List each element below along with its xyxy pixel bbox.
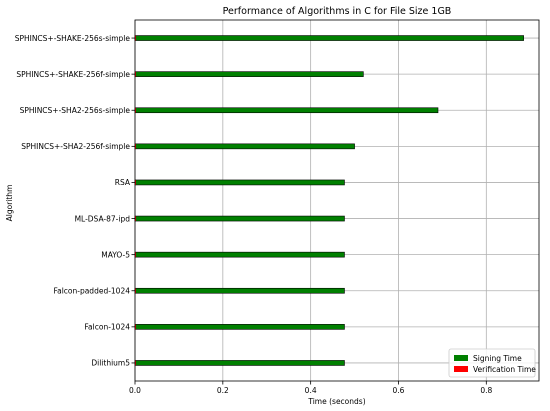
bar-verification-2 [135,107,136,113]
bar-verification-9 [135,360,136,366]
y-tick-label-5: ML-DSA-87-ipd [75,214,131,223]
legend: Signing Time Verification Time [448,348,536,378]
x-tick-label-0: 0.0 [129,386,141,395]
bar-verification-4 [135,179,136,185]
bar-verification-7 [135,288,136,294]
legend-label-0: Signing Time [473,354,522,363]
bar-verification-6 [135,252,136,258]
y-tick-label-0: SPHINCS+-SHAKE-256s-simple [15,34,131,43]
chart-title: Performance of Algorithms in C for File … [223,6,452,17]
bars [134,35,524,366]
y-tick-label-1: SPHINCS+-SHAKE-256f-simple [16,70,130,79]
x-tick-label-1: 0.2 [217,386,229,395]
x-axis-ticks: 0.0 0.2 0.4 0.6 0.8 [129,381,492,395]
x-tick-label-2: 0.4 [305,386,317,395]
y-axis-ticks: SPHINCS+-SHAKE-256s-simple SPHINCS+-SHAKE… [15,34,135,368]
x-axis-label: Time (seconds) [307,397,365,406]
y-tick-label-9: Dilithium5 [91,359,130,368]
legend-label-1: Verification Time [473,365,536,374]
bar-signing-4 [134,179,345,186]
legend-swatch-0 [454,355,468,361]
legend-box [448,348,536,378]
plot-frame [134,19,540,382]
bar-verification-5 [135,216,136,222]
y-tick-label-2: SPHINCS+-SHA2-256s-simple [20,106,131,115]
legend-swatch-1 [454,366,468,372]
bar-signing-9 [134,360,345,366]
bar-signing-0 [134,35,524,41]
y-tick-label-4: RSA [115,178,131,187]
bar-signing-7 [134,287,345,294]
bar-signing-8 [134,324,345,330]
y-tick-label-7: Falcon-padded-1024 [53,286,130,295]
bar-verification-3 [135,143,136,149]
y-tick-label-8: Falcon-1024 [84,323,130,332]
y-tick-label-6: MAYO-5 [101,250,130,259]
bar-signing-6 [134,251,345,258]
y-tick-label-3: SPHINCS+-SHA2-256f-simple [21,142,130,151]
y-axis-label: Algorithm [5,185,14,222]
bar-verification-0 [135,35,136,41]
bar-signing-2 [134,107,439,114]
bar-signing-3 [134,143,355,150]
bar-verification-1 [135,71,136,77]
x-tick-label-3: 0.6 [393,386,405,395]
bar-verification-8 [135,324,136,330]
x-tick-label-4: 0.8 [480,386,492,395]
bar-signing-5 [134,215,345,222]
bar-signing-1 [134,71,364,77]
